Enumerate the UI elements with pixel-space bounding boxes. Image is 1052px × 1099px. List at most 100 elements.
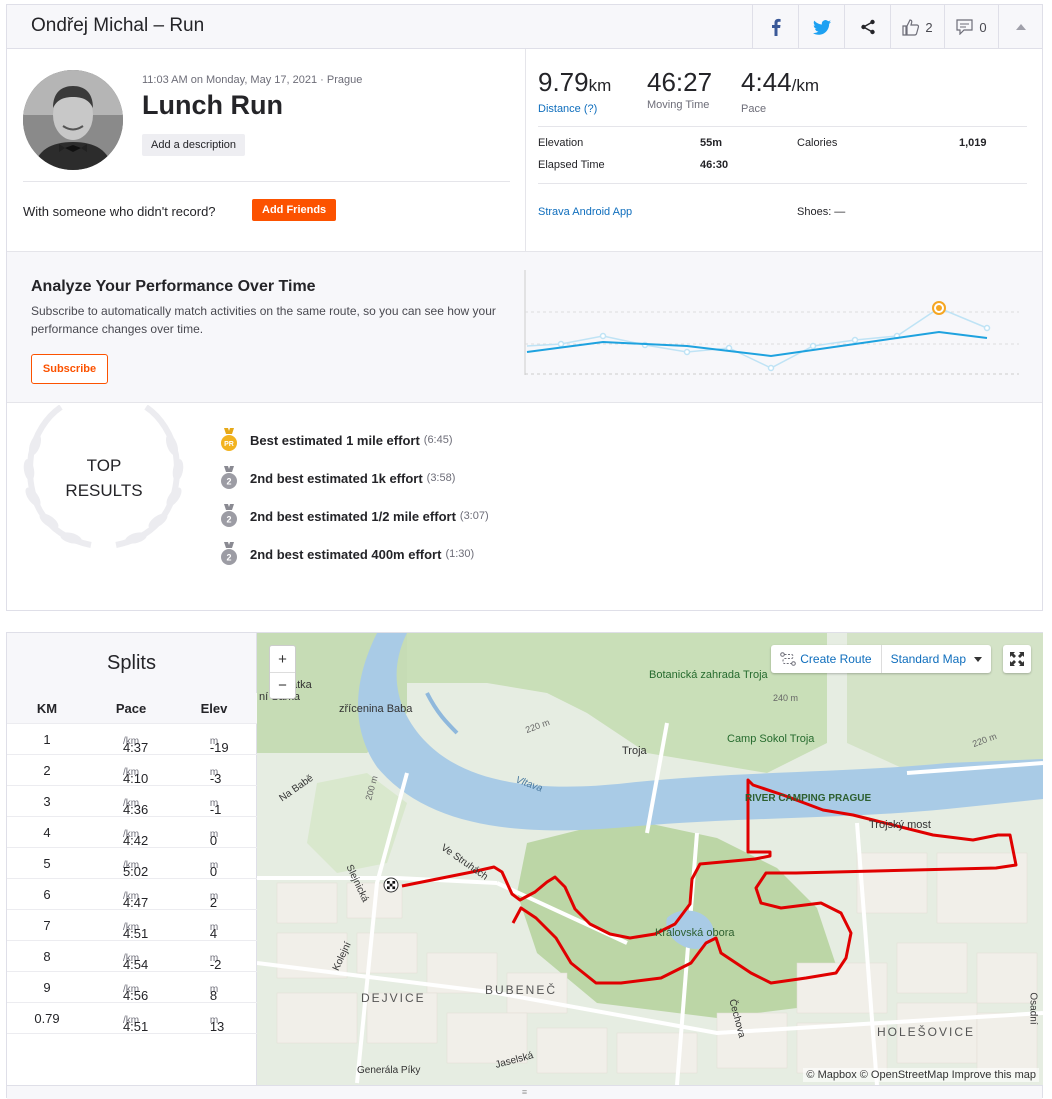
split-row[interactable]: 8 4:54 /km -2 m — [7, 941, 257, 972]
activity-name: Lunch Run — [142, 90, 283, 120]
split-row[interactable]: 9 4:56 /km 8 m — [7, 972, 257, 1003]
achievement-item[interactable]: 2 2nd best estimated 400m effort (1:30) — [219, 542, 474, 566]
map-label-botanicka: Botanická zahrada Troja — [649, 669, 768, 681]
split-pace: 4:56 /km — [122, 984, 149, 1003]
split-km: 3 — [43, 794, 51, 809]
pace-unit: /km — [791, 76, 819, 95]
map-label-bubenec: BUBENEČ — [485, 983, 558, 997]
map-label-kralovska-obora: Královská obora — [655, 927, 735, 939]
divider — [23, 181, 510, 182]
achievement-text: 2nd best estimated 400m effort — [250, 546, 442, 562]
zoom-out-button[interactable]: − — [270, 672, 295, 698]
distance-label-link[interactable]: Distance (?) — [538, 103, 598, 115]
medal-text: 2 — [226, 477, 231, 487]
silver-medal-icon: 2 — [221, 542, 237, 565]
divider — [525, 49, 526, 251]
split-pace: 4:51 /km — [122, 922, 149, 941]
pr-medal-icon: PR — [221, 428, 237, 451]
silver-medal-icon: 2 — [221, 466, 237, 489]
split-row[interactable]: 6 4:47 /km 2 m — [7, 879, 257, 910]
col-header-km: KM — [36, 701, 58, 716]
start-finish-icon — [383, 877, 399, 893]
twitter-share-button[interactable] — [798, 5, 844, 49]
split-row[interactable]: 5 5:02 /km 0 m — [7, 848, 257, 879]
split-km: 4 — [43, 825, 51, 840]
top-results-line2: RESULTS — [65, 481, 143, 500]
split-row[interactable]: 7 4:51 /km 4 m — [7, 910, 257, 941]
map-label-zricenina: zřícenina Baba — [339, 703, 413, 715]
zoom-in-button[interactable]: + — [278, 650, 287, 668]
split-elev: -3 m — [209, 767, 222, 786]
create-route-label: Create Route — [800, 652, 872, 666]
avatar-image — [23, 70, 123, 170]
stat-moving-time: 46:27 Moving Time — [647, 67, 712, 111]
subscribe-button[interactable]: Subscribe — [31, 354, 108, 384]
page-title: Ondřej Michal – Run — [31, 15, 205, 36]
split-km: 8 — [43, 949, 51, 964]
kudos-button[interactable]: 2 — [890, 5, 944, 49]
with-someone-text: With someone who didn't record? — [23, 204, 216, 219]
split-km: 5 — [43, 856, 51, 871]
device-link[interactable]: Strava Android App — [538, 206, 633, 218]
calories-value: 1,019 — [959, 137, 987, 149]
route-map[interactable]: Botanická zahrada Troja Camp Sokol Troja… — [257, 633, 1043, 1085]
facebook-icon — [771, 18, 781, 36]
map-canvas — [257, 633, 1043, 1085]
map-label-partial: atka — [291, 679, 312, 691]
comments-button[interactable]: 0 — [944, 5, 998, 49]
splits-header-row: KM Pace Elev — [7, 693, 257, 724]
medal-text: 2 — [226, 515, 231, 525]
laurel-wreath-icon — [23, 405, 184, 548]
map-type-label: Standard Map — [890, 652, 966, 666]
facebook-share-button[interactable] — [752, 5, 798, 49]
split-pace: 4:51 /km — [122, 1015, 149, 1034]
map-label-trojsky-most: Trojský most — [869, 819, 931, 831]
moving-time-label: Moving Time — [647, 99, 710, 111]
split-km: 1 — [43, 732, 51, 747]
chart-highlight-dot — [936, 305, 942, 311]
collapse-button[interactable] — [998, 5, 1043, 49]
resize-handle[interactable]: ≡ — [7, 1085, 1042, 1099]
split-elev: 8 m — [209, 984, 219, 1003]
divider — [538, 183, 1027, 184]
activity-card: Ondřej Michal – Run 2 0 — [6, 4, 1043, 611]
add-friends-button[interactable]: Add Friends — [252, 199, 337, 221]
col-header-pace: Pace — [115, 701, 147, 716]
fullscreen-button[interactable] — [1003, 645, 1031, 673]
achievement-time: (3:07) — [459, 510, 489, 522]
achievement-item[interactable]: 2 2nd best estimated 1/2 mile effort (3:… — [219, 504, 489, 528]
split-km: 9 — [43, 980, 51, 995]
caret-up-icon — [1016, 24, 1026, 30]
split-elev: -19 m — [209, 736, 229, 755]
split-row[interactable]: 2 4:10 /km -3 m — [7, 755, 257, 786]
athlete-avatar[interactable] — [23, 70, 123, 170]
silver-medal-icon: 2 — [221, 504, 237, 527]
split-row[interactable]: 0.79 4:51 /km 13 m — [7, 1003, 257, 1034]
map-attribution-link[interactable]: © Mapbox © OpenStreetMap Improve this ma… — [803, 1068, 1039, 1082]
shoes-info: Shoes: — — [797, 206, 846, 218]
map-label-osadni: Osadní — [1027, 992, 1039, 1025]
share-button[interactable] — [844, 5, 890, 49]
twitter-icon — [812, 19, 831, 35]
split-row[interactable]: 3 4:36 /km -1 m — [7, 786, 257, 817]
stat-distance: 9.79km Distance (?) — [538, 67, 611, 115]
achievement-item[interactable]: PR Best estimated 1 mile effort (6:45) — [219, 428, 453, 452]
split-km: 2 — [43, 763, 51, 778]
medal-text: 2 — [226, 553, 231, 563]
calories-label: Calories — [797, 137, 838, 149]
comments-count: 0 — [979, 19, 987, 35]
zoom-control: + − — [269, 645, 296, 699]
map-type-dropdown[interactable]: Standard Map — [880, 645, 991, 673]
split-pace: 4:10 /km — [122, 767, 149, 786]
create-route-button[interactable]: Create Route — [771, 645, 880, 673]
add-description-button[interactable]: Add a description — [142, 134, 245, 156]
split-row[interactable]: 1 4:37 /km -19 m — [7, 724, 257, 755]
split-row[interactable]: 4 4:42 /km 0 m — [7, 817, 257, 848]
achievement-text: 2nd best estimated 1k effort — [250, 470, 423, 486]
split-pace: 4:36 /km — [122, 798, 149, 817]
achievement-text: Best estimated 1 mile effort — [250, 432, 420, 448]
achievement-item[interactable]: 2 2nd best estimated 1k effort (3:58) — [219, 466, 455, 490]
split-pace: 5:02 /km — [122, 860, 149, 879]
elapsed-time-value: 46:30 — [700, 159, 729, 171]
split-elev: -2 m — [209, 953, 222, 972]
